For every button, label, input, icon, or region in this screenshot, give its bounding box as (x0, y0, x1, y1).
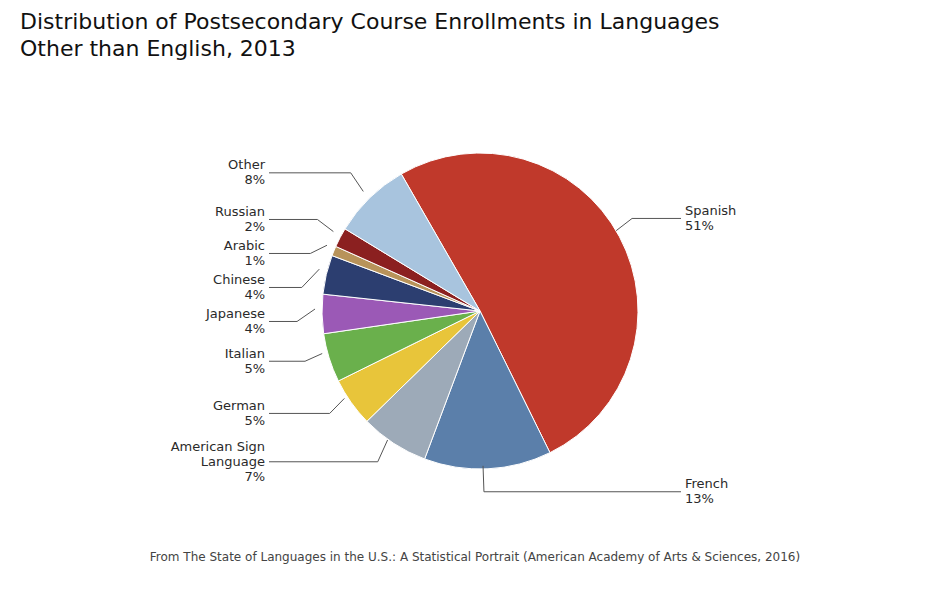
svg-text:Chinese4%: Chinese4% (213, 272, 265, 302)
svg-text:Russian2%: Russian2% (215, 204, 265, 234)
svg-text:Other8%: Other8% (228, 157, 266, 187)
svg-text:Italian5%: Italian5% (225, 346, 265, 376)
svg-text:Spanish51%: Spanish51% (685, 203, 736, 233)
svg-text:Japanese4%: Japanese4% (205, 306, 265, 336)
html-text:From The State of Languages in: From The State of Languages in the U.S.:… (149, 550, 801, 564)
svg-text:American SignLanguage7%: American SignLanguage7% (171, 439, 265, 484)
html-text:Distribution of Postsecondary: Distribution of Postsecondary Course Enr… (20, 9, 720, 34)
html-text:Other than English, 2013: Other than English, 2013 (20, 36, 296, 61)
svg-text:German5%: German5% (213, 398, 265, 428)
svg-text:Arabic1%: Arabic1% (224, 238, 265, 268)
svg-text:French13%: French13% (685, 476, 728, 506)
